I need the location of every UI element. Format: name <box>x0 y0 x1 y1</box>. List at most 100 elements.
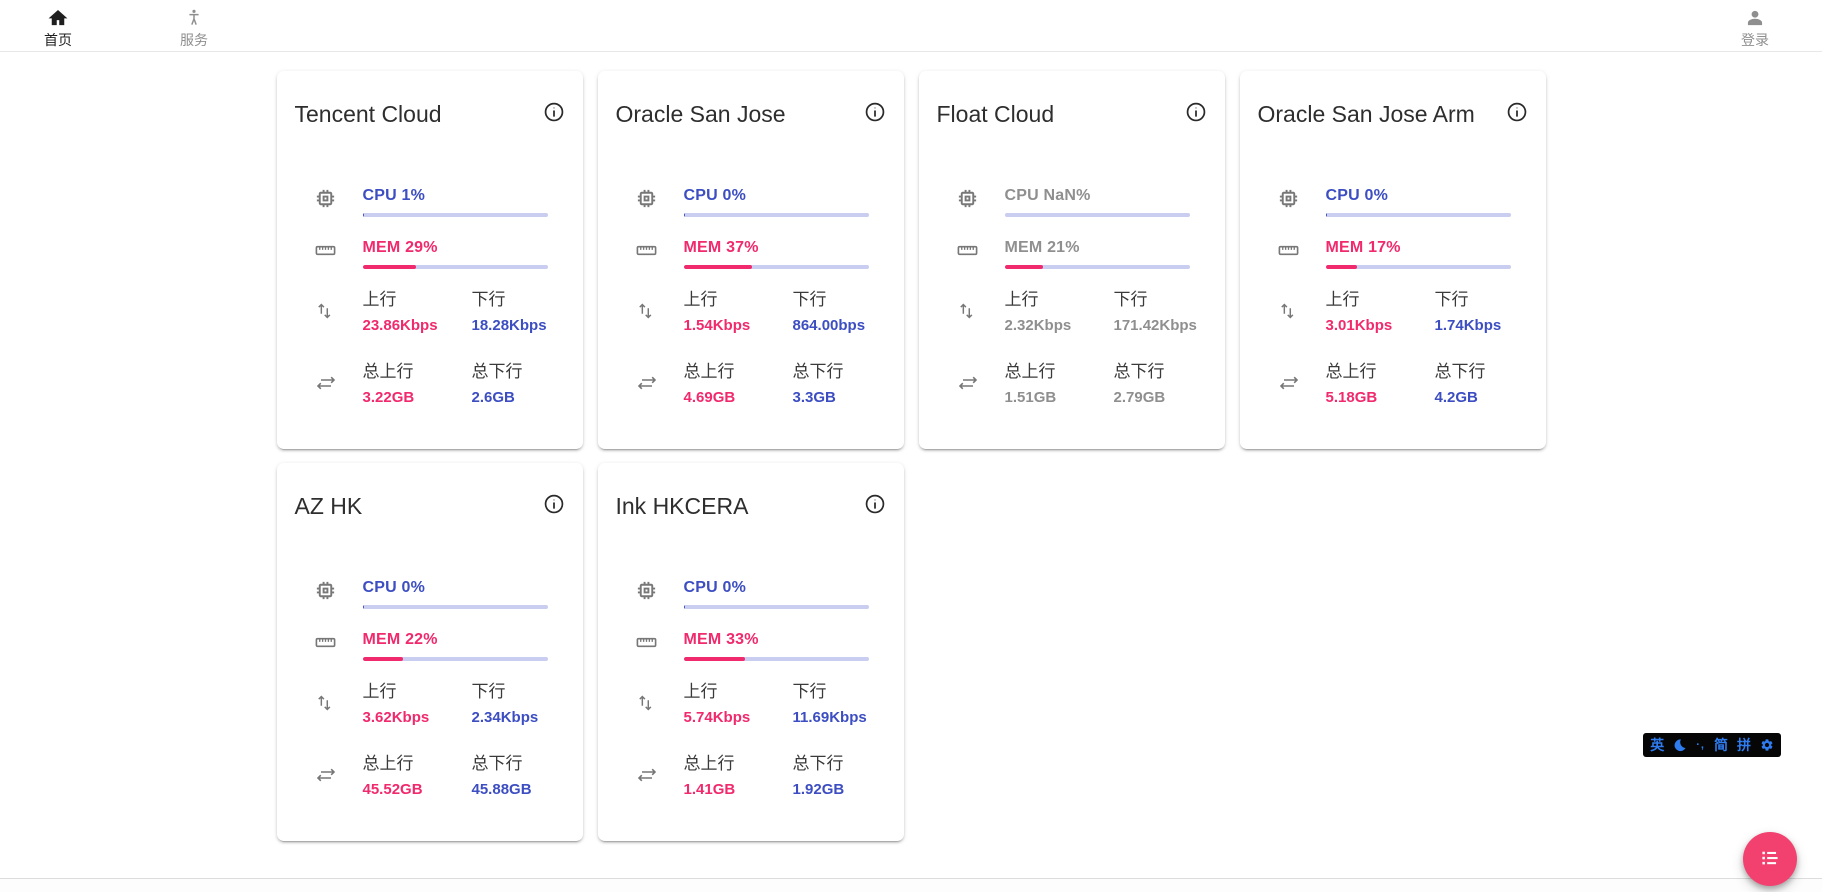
total-download-col: 总下行 3.3GB <box>793 363 844 406</box>
info-icon[interactable] <box>543 493 565 515</box>
mem-progress-fill <box>362 265 417 269</box>
mem-meter: MEM 29% <box>362 239 548 269</box>
info-icon[interactable] <box>1185 101 1207 123</box>
total-row: 总上行 5.18GB 总下行 4.2GB <box>1258 363 1528 406</box>
speed-cols: 上行 3.62Kbps 下行 2.34Kbps <box>363 683 548 726</box>
mem-meter: MEM 17% <box>1325 239 1511 269</box>
server-name: Ink HKCERA <box>615 493 749 519</box>
mem-progressbar <box>683 265 869 269</box>
mem-progressbar <box>362 657 548 661</box>
cpu-progress-fill <box>683 213 686 217</box>
cpu-chip-icon <box>1277 187 1302 210</box>
swap-vert-icon <box>1277 299 1302 323</box>
person-icon <box>1745 6 1765 28</box>
swap-horiz-icon <box>635 371 660 395</box>
cpu-row: CPU 0% <box>616 579 886 609</box>
upload-label: 上行 <box>1325 290 1360 309</box>
info-icon[interactable] <box>1506 101 1528 123</box>
total-upload-label: 总上行 <box>362 362 414 381</box>
mem-row: MEM 21% <box>937 239 1207 269</box>
cpu-label: CPU 0% <box>362 579 426 596</box>
download-label: 下行 <box>471 682 506 701</box>
total-upload-col: 总上行 1.41GB <box>684 755 793 798</box>
total-download-value: 2.79GB <box>1113 389 1166 406</box>
download-col: 下行 1.74Kbps <box>1435 291 1502 334</box>
download-value: 171.42Kbps <box>1113 317 1197 334</box>
main-content: Tencent Cloud CPU 1% <box>0 52 1822 878</box>
download-label: 下行 <box>1113 290 1148 309</box>
card-stats: CPU 0% MEM 33% <box>616 579 886 798</box>
ruler-icon <box>956 239 981 262</box>
upload-col: 上行 5.74Kbps <box>684 683 793 726</box>
cpu-meter: CPU 0% <box>683 579 869 609</box>
upload-col: 上行 2.32Kbps <box>1005 291 1114 334</box>
total-upload-value: 1.41GB <box>683 781 736 798</box>
cpu-progressbar <box>683 605 869 609</box>
cpu-progress-fill <box>1325 213 1328 217</box>
ime-simplified-toggle[interactable]: 简 <box>1714 737 1728 753</box>
speed-row: 上行 3.62Kbps 下行 2.34Kbps <box>295 683 565 726</box>
mem-progressbar <box>1004 265 1190 269</box>
upload-label: 上行 <box>362 682 397 701</box>
cpu-chip-icon <box>314 579 339 602</box>
gear-icon[interactable] <box>1760 738 1774 752</box>
nav-item-login[interactable]: 登录 <box>1721 2 1789 50</box>
upload-value: 1.54Kbps <box>683 317 751 334</box>
card-stats: CPU 0% MEM 17% <box>1258 187 1528 406</box>
total-download-label: 总下行 <box>1434 362 1486 381</box>
ruler-icon <box>635 631 660 654</box>
card-stats: CPU NaN% MEM 21% <box>937 187 1207 406</box>
cpu-progressbar <box>362 605 548 609</box>
server-card: Oracle San Jose CPU 0% <box>597 71 904 449</box>
nav-item-services[interactable]: 服务 <box>160 2 228 50</box>
upload-value: 3.62Kbps <box>362 709 430 726</box>
footer-bar <box>0 878 1822 892</box>
mem-progress-fill <box>362 657 404 661</box>
total-download-label: 总下行 <box>471 362 523 381</box>
cpu-progress-fill <box>362 605 365 609</box>
cpu-chip-icon <box>314 187 339 210</box>
cpu-row: CPU 0% <box>295 579 565 609</box>
total-download-col: 总下行 2.79GB <box>1114 363 1166 406</box>
mem-progress-fill <box>1325 265 1357 269</box>
server-card: AZ HK CPU 0% <box>276 463 583 841</box>
human-icon <box>184 6 204 28</box>
total-cols: 总上行 4.69GB 总下行 3.3GB <box>684 363 869 406</box>
speed-cols: 上行 3.01Kbps 下行 1.74Kbps <box>1326 291 1511 334</box>
moon-icon[interactable] <box>1673 738 1687 752</box>
server-list-fab[interactable] <box>1743 832 1797 886</box>
download-col: 下行 18.28Kbps <box>472 291 547 334</box>
total-upload-label: 总上行 <box>362 754 414 773</box>
nav-login-label: 登录 <box>1741 31 1769 48</box>
total-row: 总上行 1.51GB 总下行 2.79GB <box>937 363 1207 406</box>
total-upload-value: 1.51GB <box>1004 389 1057 406</box>
server-card: Ink HKCERA CPU 0% <box>597 463 904 841</box>
list-icon <box>1757 845 1783 874</box>
upload-value: 23.86Kbps <box>362 317 438 334</box>
mem-meter: MEM 21% <box>1004 239 1190 269</box>
total-download-value: 4.2GB <box>1434 389 1478 406</box>
total-cols: 总上行 45.52GB 总下行 45.88GB <box>363 755 548 798</box>
ime-language-toggle[interactable]: 英 <box>1650 737 1665 753</box>
swap-horiz-icon <box>635 763 660 787</box>
nav-item-home[interactable]: 首页 <box>24 2 92 50</box>
cpu-progress-fill <box>362 213 365 217</box>
upload-value: 5.74Kbps <box>683 709 751 726</box>
nav-right: 登录 <box>1721 2 1789 50</box>
server-card: Tencent Cloud CPU 1% <box>276 71 583 449</box>
speed-row: 上行 1.54Kbps 下行 864.00bps <box>616 291 886 334</box>
info-icon[interactable] <box>543 101 565 123</box>
mem-label: MEM 37% <box>683 239 759 256</box>
speed-cols: 上行 5.74Kbps 下行 11.69Kbps <box>684 683 869 726</box>
swap-vert-icon <box>314 299 339 323</box>
server-name: Tencent Cloud <box>294 101 442 127</box>
speed-cols: 上行 1.54Kbps 下行 864.00bps <box>684 291 869 334</box>
upload-value: 2.32Kbps <box>1004 317 1072 334</box>
ime-punctuation-toggle[interactable]: ·, <box>1696 739 1705 751</box>
upload-label: 上行 <box>683 290 718 309</box>
server-name: Oracle San Jose <box>615 101 786 127</box>
ime-pinyin-toggle[interactable]: 拼 <box>1737 737 1751 753</box>
total-cols: 总上行 1.51GB 总下行 2.79GB <box>1005 363 1190 406</box>
info-icon[interactable] <box>864 493 886 515</box>
info-icon[interactable] <box>864 101 886 123</box>
